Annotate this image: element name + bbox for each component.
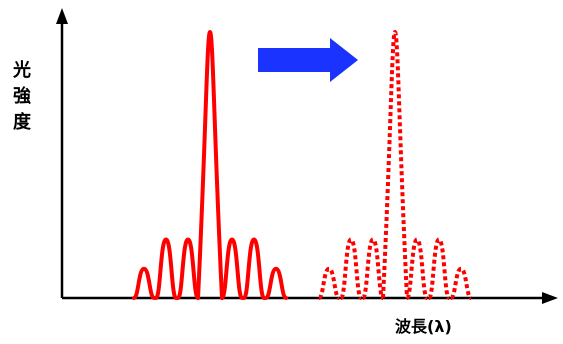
main-peak-solid	[196, 30, 224, 300]
y-axis-label-char: 光	[12, 59, 31, 81]
y-axis-label-char: 度	[13, 111, 32, 133]
main-peak-dotted	[381, 30, 409, 299]
side-lobe-dotted	[339, 237, 363, 300]
series-solid	[132, 30, 288, 300]
side-lobe-solid	[264, 266, 288, 300]
shift-arrow	[258, 38, 358, 82]
side-lobe-solid	[242, 237, 266, 300]
x-axis-arrowhead	[542, 292, 558, 304]
side-lobe-solid	[176, 237, 200, 300]
side-lobe-solid	[132, 266, 156, 300]
y-axis-arrowhead	[56, 8, 68, 24]
side-lobe-dotted	[449, 266, 473, 300]
side-lobe-dotted	[361, 237, 385, 300]
side-lobe-dotted	[427, 237, 451, 300]
x-axis-label: 波長(λ)	[395, 317, 452, 336]
side-lobe-dotted	[405, 237, 429, 300]
y-axis-label-char: 強	[13, 85, 31, 107]
y-axis-label: 光強度	[12, 59, 32, 133]
series-dotted	[317, 30, 473, 300]
side-lobe-dotted	[317, 266, 341, 300]
side-lobe-solid	[154, 237, 178, 300]
side-lobe-solid	[220, 237, 244, 300]
